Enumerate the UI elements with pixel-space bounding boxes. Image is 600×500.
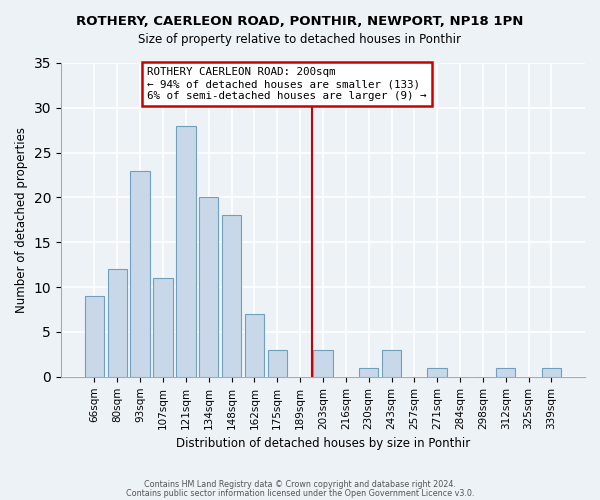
Bar: [313, 350, 332, 377]
Text: Contains public sector information licensed under the Open Government Licence v3: Contains public sector information licen…: [126, 489, 474, 498]
Bar: [199, 198, 218, 377]
Bar: [222, 216, 241, 377]
Bar: [382, 350, 401, 377]
Bar: [153, 278, 173, 377]
Bar: [427, 368, 447, 377]
Bar: [85, 296, 104, 377]
Bar: [359, 368, 379, 377]
Bar: [496, 368, 515, 377]
Bar: [107, 269, 127, 377]
Bar: [130, 170, 150, 377]
Bar: [542, 368, 561, 377]
Bar: [268, 350, 287, 377]
Y-axis label: Number of detached properties: Number of detached properties: [15, 127, 28, 313]
X-axis label: Distribution of detached houses by size in Ponthir: Distribution of detached houses by size …: [176, 437, 470, 450]
Text: ROTHERY, CAERLEON ROAD, PONTHIR, NEWPORT, NP18 1PN: ROTHERY, CAERLEON ROAD, PONTHIR, NEWPORT…: [76, 15, 524, 28]
Text: Size of property relative to detached houses in Ponthir: Size of property relative to detached ho…: [139, 32, 461, 46]
Text: ROTHERY CAERLEON ROAD: 200sqm
← 94% of detached houses are smaller (133)
6% of s: ROTHERY CAERLEON ROAD: 200sqm ← 94% of d…: [147, 68, 427, 100]
Text: Contains HM Land Registry data © Crown copyright and database right 2024.: Contains HM Land Registry data © Crown c…: [144, 480, 456, 489]
Bar: [245, 314, 264, 377]
Bar: [176, 126, 196, 377]
